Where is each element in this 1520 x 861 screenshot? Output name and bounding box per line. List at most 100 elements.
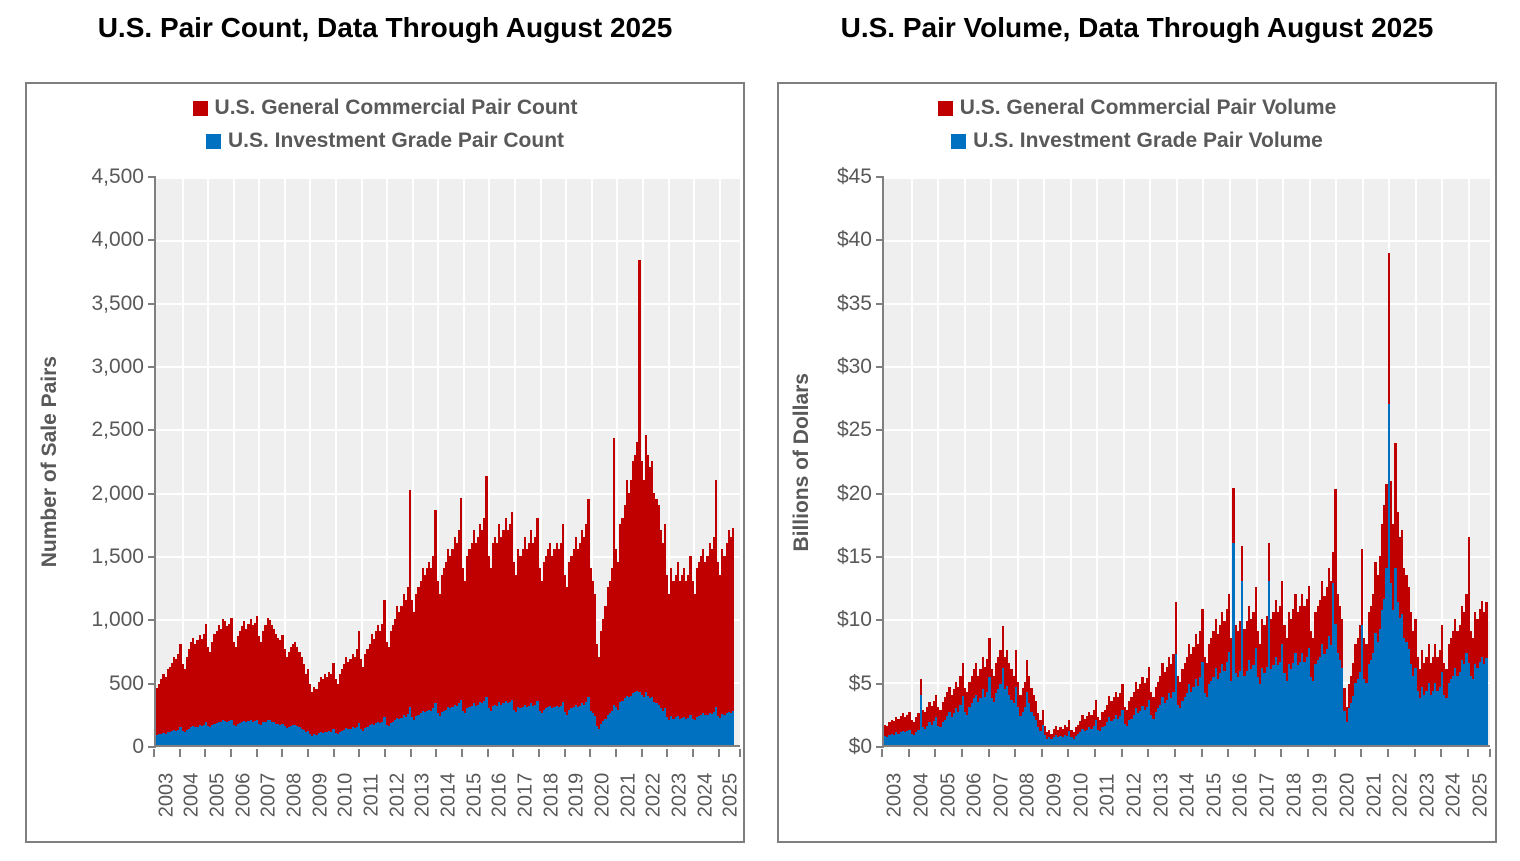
monthly-bar: [884, 177, 887, 745]
monthly-bar: [612, 177, 615, 745]
monthly-bar: [1048, 177, 1051, 745]
monthly-bar: [207, 177, 210, 745]
vertical-gridline: [616, 177, 619, 745]
vertical-gridline: [437, 177, 440, 745]
monthly-bar: [897, 177, 900, 745]
monthly-bar: [632, 177, 635, 745]
monthly-bar: [952, 177, 955, 745]
monthly-bar: [532, 177, 535, 745]
monthly-bar: [321, 177, 324, 745]
y-tick-mark: [148, 492, 156, 495]
monthly-bar: [892, 177, 896, 745]
vertical-gridline: [1467, 177, 1470, 745]
pair-volume-chart-panel: U.S. General Commercial Pair Volume U.S.…: [777, 82, 1497, 843]
vertical-gridline: [232, 177, 235, 745]
monthly-bar: [970, 177, 973, 745]
monthly-bar: [1445, 177, 1448, 745]
monthly-bar: [1094, 177, 1097, 745]
monthly-bar: [979, 177, 982, 745]
monthly-bar: [1447, 177, 1450, 745]
monthly-bar: [583, 177, 586, 745]
monthly-bar: [476, 177, 479, 745]
monthly-bar: [1305, 177, 1308, 745]
monthly-bar: [1425, 177, 1428, 745]
monthly-bar: [1097, 177, 1100, 745]
vertical-gridline: [1229, 177, 1232, 745]
horizontal-gridline: [884, 492, 1490, 495]
monthly-bar: [1110, 177, 1113, 745]
monthly-bar: [678, 177, 681, 745]
vertical-gridline: [667, 177, 670, 745]
y-tick-label: $0: [848, 735, 872, 758]
monthly-bar: [576, 177, 579, 745]
monthly-bar: [559, 177, 562, 745]
legend-item-general-commercial: U.S. General Commercial Pair Volume: [937, 96, 1336, 120]
monthly-bar: [217, 177, 220, 745]
monthly-bar: [1483, 177, 1486, 745]
monthly-bar: [1154, 177, 1157, 745]
monthly-bar: [593, 177, 596, 745]
x-tick-mark: [691, 749, 694, 757]
monthly-bar: [1329, 177, 1333, 745]
monthly-bar: [1181, 177, 1184, 745]
monthly-bar: [932, 177, 936, 745]
y-tick-mark: [876, 239, 884, 242]
monthly-bar: [544, 177, 547, 745]
y-tick-label: $35: [836, 291, 872, 315]
monthly-bar: [657, 177, 660, 745]
monthly-bar: [1354, 177, 1357, 745]
monthly-bar: [279, 177, 282, 745]
y-tick-label: $5: [848, 671, 872, 695]
monthly-bar: [355, 177, 358, 745]
monthly-bar: [1081, 177, 1084, 745]
monthly-bar: [462, 177, 465, 745]
monthly-bar: [283, 177, 286, 745]
monthly-bar: [598, 177, 601, 745]
vertical-gridline: [1096, 177, 1099, 745]
monthly-bar: [430, 177, 433, 745]
x-tick-mark: [435, 749, 438, 757]
monthly-bar: [702, 177, 705, 745]
monthly-bar: [1307, 177, 1310, 745]
monthly-bar: [1312, 177, 1315, 745]
monthly-bar: [251, 177, 254, 745]
y-tick-mark: [876, 492, 884, 495]
monthly-bar: [693, 177, 696, 745]
monthly-bar: [472, 177, 475, 745]
x-tick-mark: [881, 749, 883, 757]
monthly-bar: [1423, 177, 1426, 745]
monthly-bar: [340, 177, 343, 745]
monthly-bar: [1480, 177, 1484, 745]
monthly-bar: [398, 177, 401, 745]
monthly-bar: [1409, 177, 1413, 745]
monthly-bar: [1006, 177, 1009, 745]
monthly-bar: [1418, 177, 1421, 745]
monthly-bar: [714, 177, 717, 745]
y-tick-mark: [148, 682, 156, 685]
monthly-bar: [1185, 177, 1188, 745]
monthly-bar: [1485, 177, 1488, 745]
monthly-bar: [1234, 177, 1237, 745]
monthly-bar: [553, 177, 556, 745]
monthly-bar: [1057, 177, 1060, 745]
monthly-bar: [1398, 177, 1401, 745]
monthly-bar: [1274, 177, 1277, 745]
vertical-gridline: [963, 177, 966, 745]
x-tick-mark: [1014, 749, 1017, 757]
monthly-bar: [1272, 177, 1275, 745]
monthly-bar: [513, 177, 516, 745]
y-tick-label: $45: [836, 165, 872, 188]
monthly-bar: [268, 177, 271, 745]
monthly-bar: [313, 177, 316, 745]
monthly-bar: [890, 177, 893, 745]
monthly-bar: [302, 177, 305, 745]
monthly-bar: [895, 177, 898, 745]
monthly-bar: [275, 177, 278, 745]
monthly-bar: [190, 177, 193, 745]
monthly-bar: [349, 177, 352, 745]
monthly-bar: [1225, 177, 1228, 745]
monthly-bar: [547, 177, 550, 745]
monthly-bar: [717, 177, 720, 745]
monthly-bar: [1292, 177, 1295, 745]
